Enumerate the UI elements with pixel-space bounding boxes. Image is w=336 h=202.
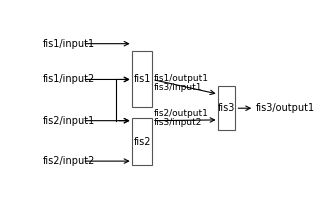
Text: fis2/input1: fis2/input1 [43, 116, 95, 126]
Text: fis1/input1: fis1/input1 [43, 39, 95, 49]
Bar [132, 118, 152, 165]
Text: fis2: fis2 [133, 137, 151, 147]
Text: fis1: fis1 [134, 75, 151, 84]
Bar [218, 86, 235, 130]
Text: fis1/output1: fis1/output1 [154, 74, 208, 83]
Bar [132, 52, 152, 107]
Text: fis2/output1: fis2/output1 [154, 108, 208, 118]
Text: fis3: fis3 [218, 103, 236, 113]
Text: fis3/output1: fis3/output1 [256, 103, 314, 113]
Text: fis1/input2: fis1/input2 [43, 75, 95, 84]
Text: fis2/input2: fis2/input2 [43, 156, 96, 166]
Text: fis3/input1: fis3/input1 [154, 83, 202, 92]
Text: fis3/input2: fis3/input2 [154, 118, 202, 127]
